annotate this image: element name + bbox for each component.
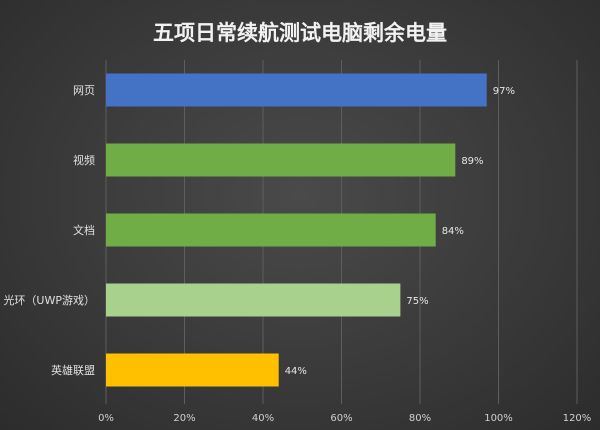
category-label: 英雄联盟 — [51, 363, 95, 377]
bar-3 — [106, 213, 436, 247]
x-tick-label: 60% — [330, 413, 352, 424]
data-label: 89% — [461, 156, 483, 167]
bar-2 — [106, 143, 456, 177]
category-label: 文档 — [73, 223, 95, 237]
bar-4 — [106, 283, 401, 317]
data-label: 97% — [493, 86, 515, 97]
data-label: 84% — [442, 226, 464, 237]
x-tick-label: 20% — [173, 413, 195, 424]
bar-1 — [106, 73, 487, 107]
chart-title: 五项日常续航测试电脑剩余电量 — [153, 21, 447, 45]
data-label: 75% — [406, 296, 428, 307]
data-labels: 97% 89% 84% 75% 44% — [285, 86, 515, 377]
category-label: 网页 — [73, 84, 95, 97]
x-tick-label: 0% — [98, 413, 114, 424]
x-tick-label: 40% — [252, 413, 274, 424]
data-label: 44% — [285, 366, 307, 377]
x-tick-label: 120% — [563, 413, 592, 424]
x-tick-label: 80% — [409, 413, 431, 424]
category-label: 光环（UWP游戏） — [3, 293, 95, 307]
category-label: 视频 — [73, 153, 95, 167]
x-tick-label: 100% — [484, 413, 513, 424]
bars — [106, 73, 487, 387]
bar-5 — [106, 353, 279, 387]
x-axis-tick-labels: 0% 20% 40% 60% 80% 100% 120% — [98, 413, 591, 424]
